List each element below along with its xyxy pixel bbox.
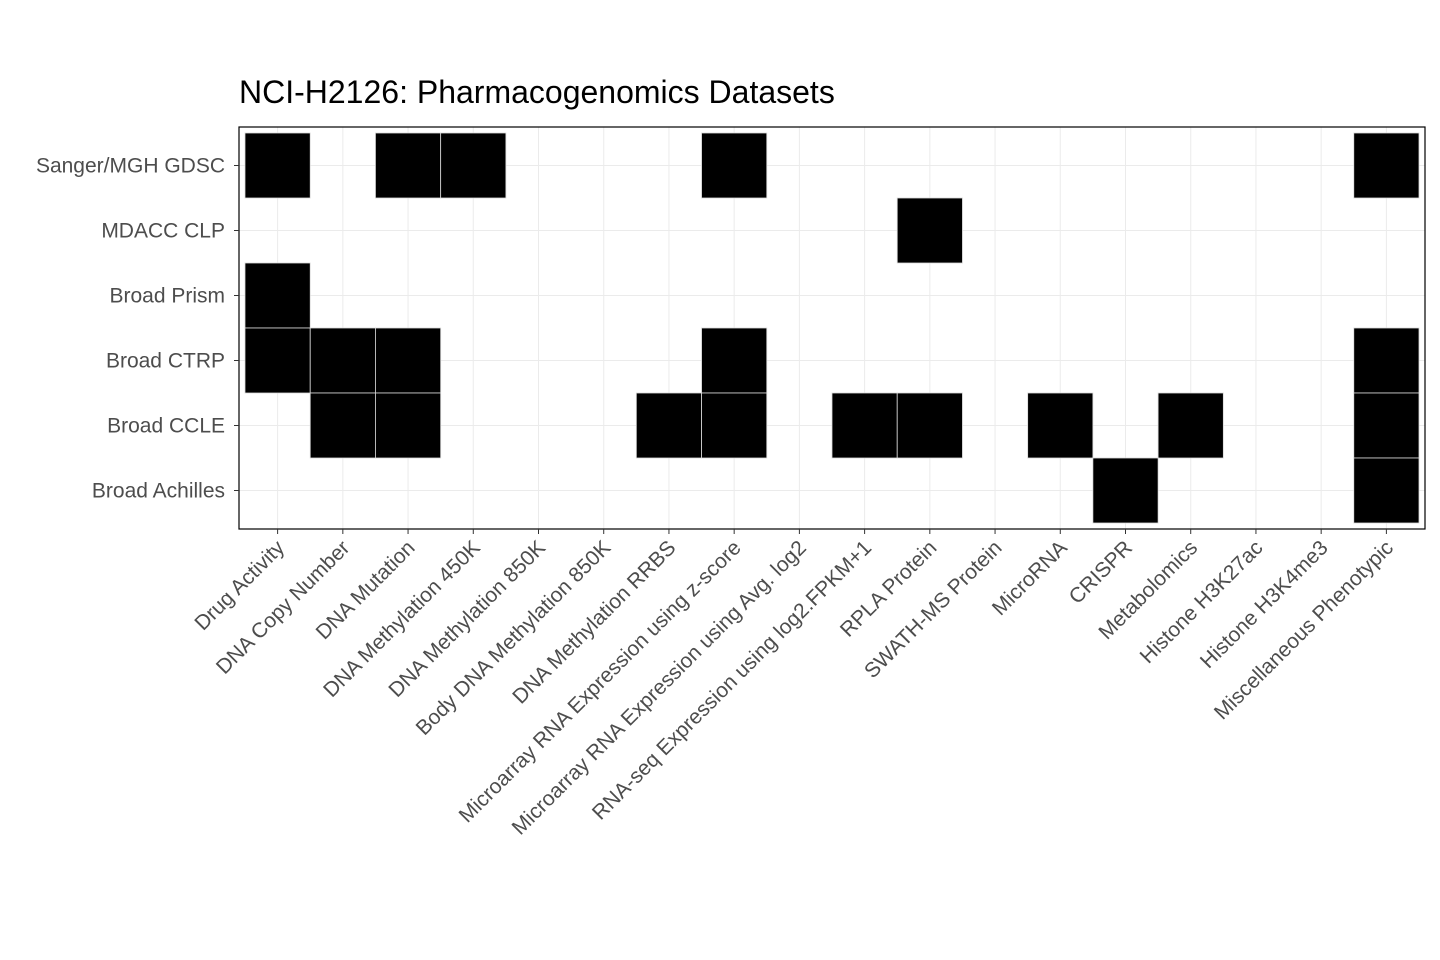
heatmap-cell — [1353, 327, 1420, 394]
heatmap-cell — [1353, 392, 1420, 459]
heatmap-cell — [831, 392, 898, 459]
heatmap-cell — [244, 262, 311, 329]
y-tick-label: MDACC CLP — [101, 220, 225, 243]
heatmap-cell — [896, 392, 963, 459]
heatmap-cell — [635, 392, 702, 459]
heatmap-cell — [701, 132, 768, 199]
y-tick-label: Broad CCLE — [107, 415, 225, 438]
heatmap-cell — [375, 132, 442, 199]
panel-border — [238, 126, 1426, 530]
heatmap-cell — [1027, 392, 1094, 459]
chart-title: NCI-H2126: Pharmacogenomics Datasets — [239, 74, 835, 110]
heatmap-cell — [1353, 132, 1420, 199]
heatmap-cell — [1092, 457, 1159, 524]
heatmap-cell — [701, 327, 768, 394]
x-tick-label: Histone H3K27ac — [1136, 536, 1268, 668]
heatmap-cell — [375, 392, 442, 459]
y-tick-label: Broad Prism — [109, 285, 225, 308]
heatmap-cell — [244, 132, 311, 199]
heatmap-cell — [440, 132, 507, 199]
heatmap-cell — [375, 327, 442, 394]
y-tick-label: Sanger/MGH GDSC — [36, 155, 225, 178]
y-tick-label: Broad CTRP — [106, 350, 225, 373]
heatmap-cell — [896, 197, 963, 264]
y-tick-label: Broad Achilles — [92, 480, 225, 503]
heatmap-cell — [1353, 457, 1420, 524]
y-axis: Sanger/MGH GDSC MDACC CLP Broad Prism Broad… — [36, 155, 239, 503]
heatmap-cell — [701, 392, 768, 459]
cell-layer — [244, 132, 1420, 524]
heatmap-cell — [244, 327, 311, 394]
heatmap-cell — [1157, 392, 1224, 459]
heatmap-cell — [309, 327, 376, 394]
heatmap-cell — [309, 392, 376, 459]
